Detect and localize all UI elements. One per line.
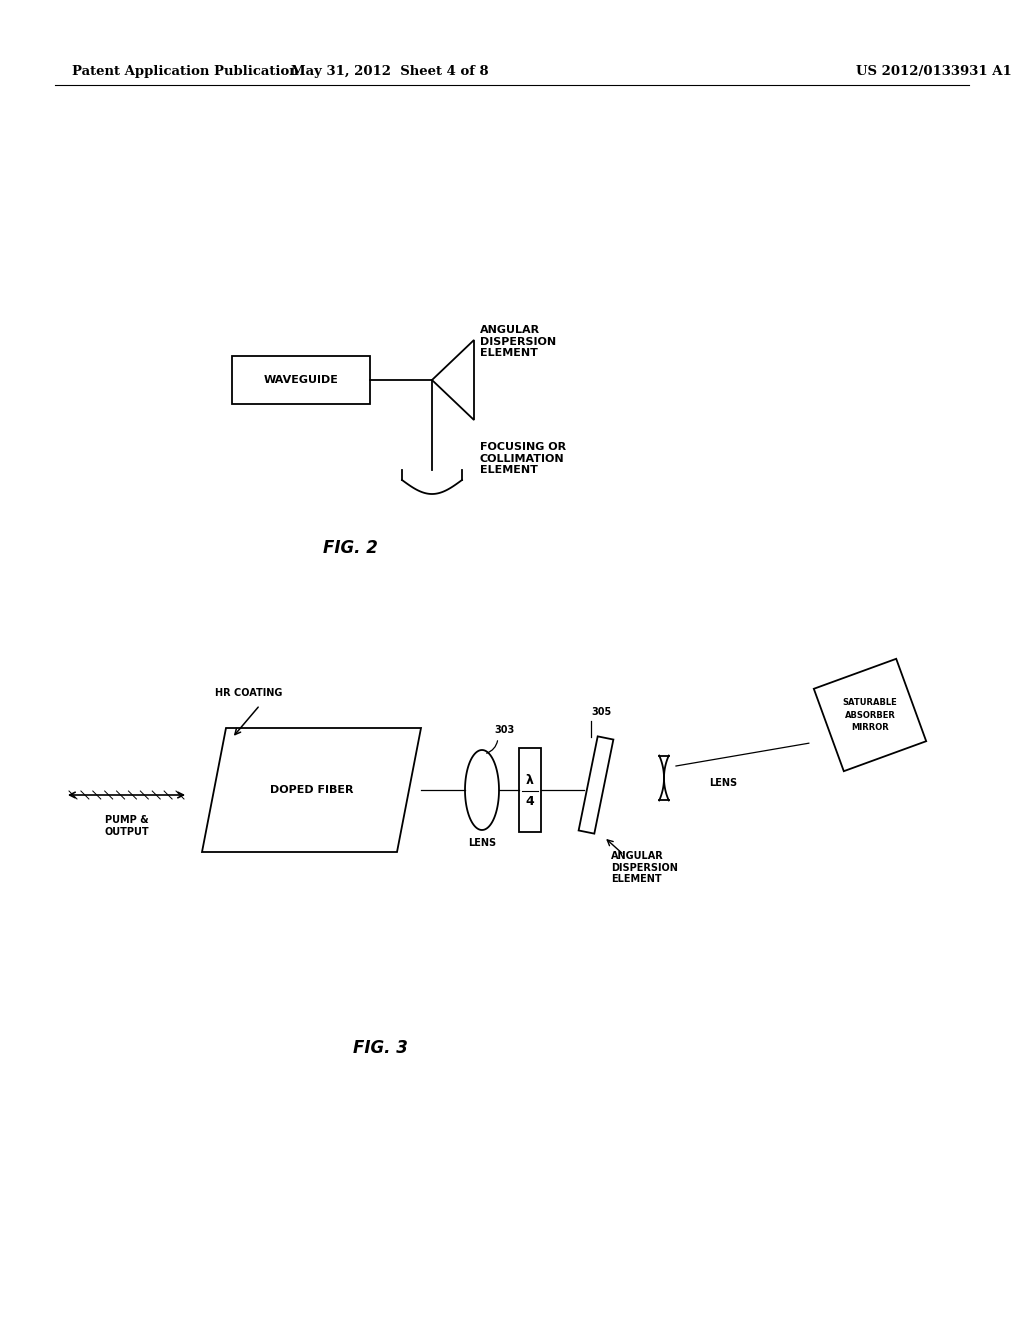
Text: FIG. 2: FIG. 2 [323, 539, 378, 557]
Text: FIG. 3: FIG. 3 [352, 1039, 408, 1057]
Text: DOPED FIBER: DOPED FIBER [269, 785, 353, 795]
Polygon shape [579, 737, 613, 834]
Polygon shape [465, 750, 499, 830]
Text: LENS: LENS [709, 777, 737, 788]
Text: May 31, 2012  Sheet 4 of 8: May 31, 2012 Sheet 4 of 8 [291, 66, 488, 78]
Polygon shape [202, 729, 421, 851]
Text: ANGULAR
DISPERSION
ELEMENT: ANGULAR DISPERSION ELEMENT [480, 325, 556, 358]
Text: US 2012/0133931 A1: US 2012/0133931 A1 [856, 66, 1012, 78]
Text: FOCUSING OR
COLLIMATION
ELEMENT: FOCUSING OR COLLIMATION ELEMENT [480, 442, 566, 475]
Text: 305: 305 [591, 708, 611, 717]
Text: Patent Application Publication: Patent Application Publication [72, 66, 299, 78]
Text: WAVEGUIDE: WAVEGUIDE [263, 375, 339, 385]
Text: SATURABLE
ABSORBER
MIRROR: SATURABLE ABSORBER MIRROR [843, 698, 897, 733]
Text: 4: 4 [525, 795, 535, 808]
Text: LENS: LENS [468, 838, 496, 847]
Bar [232, 356, 370, 404]
Polygon shape [432, 341, 474, 420]
Text: λ: λ [526, 774, 534, 787]
Text: 303: 303 [494, 725, 514, 735]
Text: ANGULAR
DISPERSION
ELEMENT: ANGULAR DISPERSION ELEMENT [611, 851, 678, 884]
Polygon shape [519, 748, 541, 832]
Text: HR COATING: HR COATING [215, 688, 283, 698]
Polygon shape [814, 659, 926, 771]
Text: PUMP &
OUTPUT: PUMP & OUTPUT [104, 814, 148, 837]
